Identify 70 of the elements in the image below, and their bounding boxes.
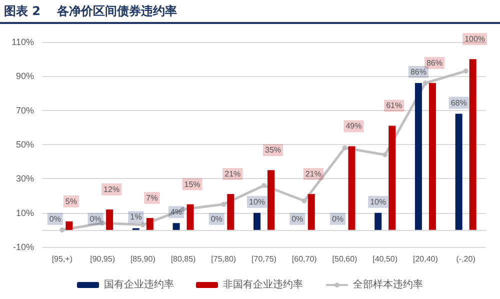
x-tick-label: [90,95) bbox=[90, 254, 116, 264]
data-label: 15% bbox=[184, 180, 200, 189]
y-tick-label: 90% bbox=[16, 71, 34, 82]
bar bbox=[469, 59, 476, 230]
bar bbox=[172, 223, 180, 230]
point bbox=[140, 222, 146, 228]
data-label: 4% bbox=[170, 208, 182, 217]
x-tick-label: [75,80) bbox=[211, 254, 236, 264]
bar bbox=[268, 170, 274, 230]
point bbox=[262, 183, 266, 188]
bar bbox=[106, 209, 114, 230]
bar bbox=[414, 83, 422, 230]
data-label: 21% bbox=[305, 170, 322, 179]
data-label: 100% bbox=[464, 34, 486, 44]
data-label: 5% bbox=[65, 196, 77, 206]
data-label: 49% bbox=[346, 122, 362, 131]
point bbox=[302, 198, 307, 204]
bar bbox=[455, 114, 462, 230]
data-label: 12% bbox=[104, 184, 120, 194]
legend-label: 全部样本违约率 bbox=[353, 278, 423, 290]
data-label: 0% bbox=[49, 214, 61, 224]
data-label: 0% bbox=[332, 214, 344, 224]
x-tick-label: [95,+) bbox=[52, 254, 73, 264]
data-label: 10% bbox=[248, 197, 266, 206]
bar bbox=[308, 194, 315, 230]
point bbox=[342, 145, 348, 150]
x-tick-label: [70,75) bbox=[252, 254, 277, 264]
bar bbox=[66, 221, 73, 230]
data-label: 35% bbox=[264, 146, 282, 155]
data-label: 1% bbox=[130, 212, 142, 222]
bar bbox=[374, 212, 382, 230]
bar bbox=[146, 218, 154, 230]
legend-label: 非国有企业违约率 bbox=[223, 278, 303, 290]
bar bbox=[227, 194, 234, 230]
point bbox=[100, 220, 106, 226]
x-tick-label: [20,40) bbox=[413, 254, 438, 264]
data-label: 86% bbox=[426, 58, 442, 68]
x-tick-label: [50,60) bbox=[332, 254, 358, 264]
y-tick-label: 110% bbox=[12, 37, 34, 47]
data-label: 68% bbox=[450, 98, 467, 108]
y-tick-label: -10% bbox=[12, 242, 34, 252]
point bbox=[60, 227, 65, 232]
data-label: 0% bbox=[210, 214, 222, 224]
y-tick-label: 30% bbox=[16, 174, 34, 184]
chart-title: 图表 2 各净价区间债券违约率 bbox=[0, 0, 500, 24]
data-label: 7% bbox=[146, 193, 158, 202]
data-label: 21% bbox=[224, 170, 241, 179]
y-tick-label: 10% bbox=[16, 208, 34, 218]
data-label: 0% bbox=[292, 214, 304, 224]
x-tick-label: [60,70) bbox=[292, 254, 318, 264]
data-label: 0% bbox=[90, 214, 102, 224]
y-tick-label: 50% bbox=[16, 140, 34, 150]
x-tick-label: [80,85) bbox=[170, 254, 196, 264]
data-label: 61% bbox=[386, 101, 402, 110]
point bbox=[382, 152, 388, 158]
x-tick-label: [40,50) bbox=[372, 254, 398, 264]
bar bbox=[348, 146, 356, 230]
point bbox=[221, 202, 226, 207]
point bbox=[422, 80, 428, 86]
bar bbox=[254, 212, 260, 230]
x-tick-label: (-,20) bbox=[456, 254, 476, 264]
data-label: 86% bbox=[410, 68, 426, 76]
bar bbox=[388, 126, 396, 230]
data-label: 10% bbox=[370, 197, 386, 206]
bar bbox=[428, 83, 436, 230]
x-tick-label: [85,90) bbox=[130, 254, 156, 264]
bar bbox=[186, 204, 194, 230]
point bbox=[463, 68, 468, 74]
legend-label: 国有企业违约率 bbox=[104, 278, 174, 290]
y-tick-label: 70% bbox=[16, 105, 34, 116]
